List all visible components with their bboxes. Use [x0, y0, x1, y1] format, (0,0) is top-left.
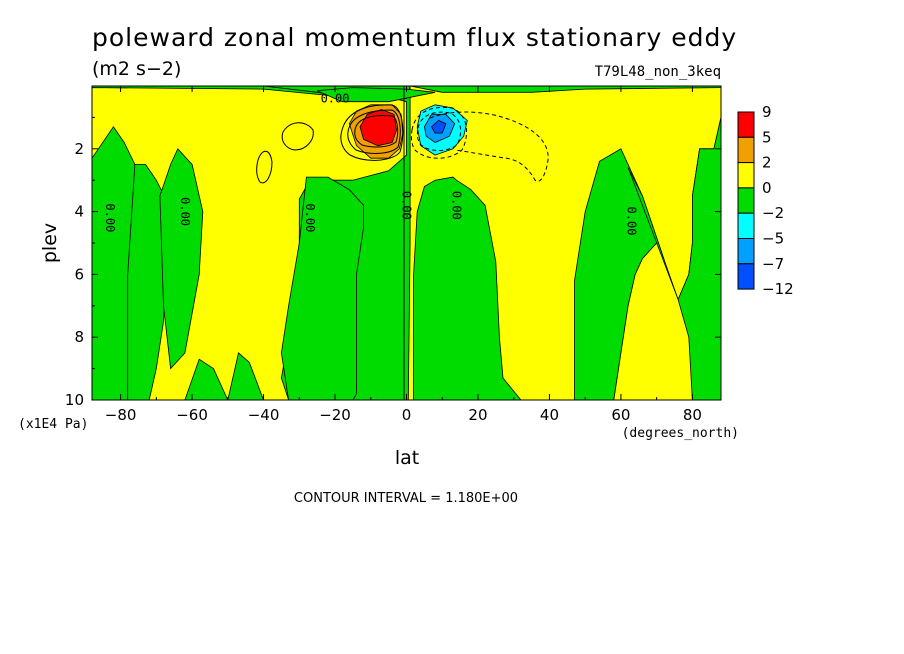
contour-label: 0.00	[321, 92, 350, 106]
legend-swatch	[737, 162, 755, 189]
contour-region-negative	[92, 126, 136, 400]
contour-region-negative	[317, 87, 436, 103]
x-axis-label: lat	[395, 447, 419, 469]
legend-level-label: 0	[762, 179, 772, 197]
contour-line-positive	[354, 115, 399, 148]
x-tick-label: 60	[611, 406, 630, 424]
contour-region-negative	[430, 120, 447, 134]
legend-level-label: −12	[762, 280, 794, 298]
legend-swatch	[737, 111, 755, 138]
y-tick-label: 10	[65, 391, 84, 409]
contour-region-positive	[613, 242, 693, 400]
contour-label: 0.00	[400, 191, 414, 220]
contour-lines	[256, 86, 405, 400]
x-tick-label: 0	[402, 406, 412, 424]
y-tick-label: 4	[74, 203, 84, 221]
case-label: T79L48_non_3keq	[595, 64, 721, 80]
legend-swatch	[737, 238, 755, 265]
y-axis-label: plev	[39, 223, 61, 263]
x-units-label: (degrees_north)	[622, 426, 739, 441]
contour-line-positive	[347, 109, 401, 154]
legend-swatch	[737, 212, 755, 239]
contour-label: 0.00	[178, 197, 192, 226]
legend-level-label: −5	[762, 230, 784, 248]
x-tick-label: −60	[176, 406, 208, 424]
y-units-label: (x1E4 Pa)	[18, 417, 88, 432]
contour-line-positive	[281, 122, 314, 151]
x-tick-label: −80	[105, 406, 137, 424]
contour-fill-regions	[92, 86, 721, 400]
contour-label: 0.00	[103, 203, 117, 232]
x-tick-label: 80	[683, 406, 702, 424]
contour-label: 0.00	[303, 203, 317, 232]
contour-region-negative	[280, 176, 365, 400]
legend-level-label: −7	[762, 255, 784, 273]
contour-line-negative	[410, 106, 468, 159]
contour-line-negative	[416, 111, 462, 151]
chart-title: poleward zonal momentum flux stationary …	[92, 23, 737, 52]
legend-level-label: 2	[762, 154, 772, 172]
x-tick-label: 20	[468, 406, 487, 424]
contour-region-positive	[359, 109, 397, 147]
contour-region-negative	[159, 148, 204, 370]
contour-label: 0.00	[625, 207, 639, 236]
contour-label: 0.00	[450, 191, 464, 220]
legend-level-label: −2	[762, 204, 784, 222]
contour-line-negative	[429, 111, 549, 182]
y-tick-label: 2	[74, 140, 84, 158]
x-axis: −80 −60 −40 −20 0 20 40 60 80	[105, 86, 702, 424]
legend-swatch	[737, 187, 755, 214]
y-axis: 2 4 6 8 10	[65, 116, 721, 409]
contour-labels: 0.00 0.00 0.00 0.00 0.00 0.00 0.00	[103, 92, 639, 236]
legend-swatch	[737, 136, 755, 164]
color-legend: 9 5 2 0 −2 −5 −7 −12	[737, 103, 794, 298]
legend-level-label: 9	[762, 103, 772, 121]
y-tick-label: 8	[74, 328, 84, 346]
x-tick-label: −40	[248, 406, 280, 424]
contour-lines-negative	[410, 106, 549, 182]
chart-units: (m2 s−2)	[92, 58, 181, 80]
x-tick-label: −20	[319, 406, 351, 424]
legend-swatch	[737, 263, 755, 290]
contour-interval-text: CONTOUR INTERVAL = 1.180E+00	[294, 491, 518, 506]
contour-line-positive	[340, 104, 404, 161]
legend-level-label: 5	[762, 128, 772, 146]
contour-line-positive	[256, 150, 273, 184]
y-tick-label: 6	[74, 265, 84, 283]
plot-area: 0.00 0.00 0.00 0.00 0.00 0.00 0.00	[92, 86, 721, 400]
x-tick-label: 40	[540, 406, 559, 424]
contour-region-negative	[227, 352, 264, 400]
